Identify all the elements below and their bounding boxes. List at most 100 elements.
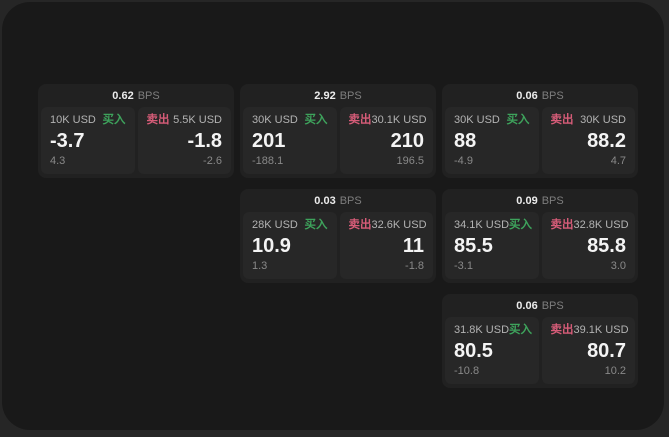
buy-delta: -4.9	[454, 155, 473, 167]
buy-panel-top-row: 34.1K USD 买入	[454, 219, 533, 232]
buy-panel-top-row: 30K USD 买入	[252, 114, 328, 127]
sell-tag: 卖出	[348, 219, 372, 231]
buy-panel[interactable]: 34.1K USD 买入 85.5 -3.1	[445, 212, 539, 279]
bps-unit-label: BPS	[339, 89, 362, 102]
buy-delta: -10.8	[454, 365, 480, 377]
buy-amount: 31.8K USD	[454, 324, 510, 336]
sell-amount: 30.1K USD	[371, 114, 427, 126]
buy-panel-top-row: 10K USD 买入	[50, 114, 126, 127]
sell-delta: 10.2	[604, 365, 626, 377]
buy-amount: 34.1K USD	[454, 219, 510, 231]
app-window: 0.62 BPS 10K USD 买入 -3.7 4.3 卖出 5.5K USD	[2, 2, 664, 430]
bps-value: 0.03	[314, 194, 336, 207]
buy-panel-top-row: 28K USD 买入	[252, 219, 328, 232]
buy-tag: 买入	[102, 114, 126, 126]
quote-panels: 30K USD 买入 201 -188.1 卖出 30.1K USD 210 1…	[243, 107, 433, 174]
buy-tag: 买入	[506, 114, 530, 126]
sell-tag: 卖出	[550, 114, 574, 126]
buy-delta: 1.3	[252, 260, 268, 272]
buy-amount: 30K USD	[252, 114, 298, 126]
buy-price: 10.9	[252, 235, 291, 257]
sell-delta: -2.6	[203, 155, 222, 167]
sell-tag: 卖出	[550, 324, 574, 336]
buy-panel[interactable]: 30K USD 买入 201 -188.1	[243, 107, 337, 174]
buy-price: 80.5	[454, 340, 493, 362]
sell-delta: 3.0	[610, 260, 626, 272]
sell-price: 85.8	[587, 235, 626, 257]
sell-panel[interactable]: 卖出 5.5K USD -1.8 -2.6	[137, 107, 231, 174]
bps-value: 0.09	[516, 194, 538, 207]
sell-amount: 39.1K USD	[573, 324, 629, 336]
bps-header: 0.09 BPS	[445, 189, 635, 212]
buy-tag: 买入	[304, 114, 328, 126]
sell-panel[interactable]: 卖出 30.1K USD 210 196.5	[339, 107, 433, 174]
quote-panels: 31.8K USD 买入 80.5 -10.8 卖出 39.1K USD 80.…	[445, 317, 635, 384]
sell-price: 80.7	[587, 340, 626, 362]
sell-delta: 196.5	[396, 155, 424, 167]
buy-tag: 买入	[304, 219, 328, 231]
buy-amount: 28K USD	[252, 219, 298, 231]
sell-panel-top-row: 卖出 32.8K USD	[550, 219, 629, 232]
buy-panel-top-row: 31.8K USD 买入	[454, 324, 533, 337]
quote-card-5: 0.06 BPS 31.8K USD 买入 80.5 -10.8 卖出 39.1…	[442, 294, 638, 388]
sell-tag: 卖出	[146, 114, 170, 126]
sell-panel[interactable]: 卖出 32.8K USD 85.8 3.0	[541, 212, 635, 279]
bps-header: 2.92 BPS	[243, 84, 433, 107]
buy-amount: 10K USD	[50, 114, 96, 126]
sell-tag: 卖出	[550, 219, 574, 231]
buy-tag: 买入	[509, 324, 533, 336]
sell-panel-top-row: 卖出 5.5K USD	[147, 114, 223, 127]
buy-panel[interactable]: 30K USD 买入 88 -4.9	[445, 107, 539, 174]
quote-panels: 28K USD 买入 10.9 1.3 卖出 32.6K USD 11 -1.8	[243, 212, 433, 279]
bps-value: 0.06	[516, 299, 538, 312]
bps-value: 2.92	[314, 89, 336, 102]
sell-panel-top-row: 卖出 30K USD	[551, 114, 627, 127]
buy-delta: 4.3	[50, 155, 66, 167]
bps-unit-label: BPS	[137, 89, 160, 102]
quote-panels: 10K USD 买入 -3.7 4.3 卖出 5.5K USD -1.8 -2.…	[41, 107, 231, 174]
bps-unit-label: BPS	[541, 299, 564, 312]
buy-price: 88	[454, 130, 477, 152]
sell-amount: 32.6K USD	[371, 219, 427, 231]
sell-tag: 卖出	[348, 114, 372, 126]
sell-panel-top-row: 卖出 39.1K USD	[550, 324, 629, 337]
buy-price: -3.7	[50, 130, 85, 152]
bps-unit-label: BPS	[541, 89, 564, 102]
bps-header: 0.06 BPS	[445, 84, 635, 107]
buy-price: 201	[252, 130, 286, 152]
sell-price: 210	[390, 130, 424, 152]
quote-panels: 30K USD 买入 88 -4.9 卖出 30K USD 88.2 4.7	[445, 107, 635, 174]
sell-panel[interactable]: 卖出 39.1K USD 80.7 10.2	[541, 317, 635, 384]
quote-card-4: 0.09 BPS 34.1K USD 买入 85.5 -3.1 卖出 32.8K…	[442, 189, 638, 283]
quote-card-0: 0.62 BPS 10K USD 买入 -3.7 4.3 卖出 5.5K USD	[38, 84, 234, 178]
quote-card-2: 0.06 BPS 30K USD 买入 88 -4.9 卖出 30K USD	[442, 84, 638, 178]
bps-value: 0.62	[112, 89, 134, 102]
sell-panel-top-row: 卖出 32.6K USD	[348, 219, 427, 232]
sell-amount: 5.5K USD	[173, 114, 222, 126]
sell-panel[interactable]: 卖出 32.6K USD 11 -1.8	[339, 212, 433, 279]
buy-panel[interactable]: 10K USD 买入 -3.7 4.3	[41, 107, 135, 174]
bps-unit-label: BPS	[541, 194, 564, 207]
sell-price: 88.2	[587, 130, 626, 152]
sell-panel[interactable]: 卖出 30K USD 88.2 4.7	[541, 107, 635, 174]
buy-amount: 30K USD	[454, 114, 500, 126]
buy-panel[interactable]: 28K USD 买入 10.9 1.3	[243, 212, 337, 279]
sell-panel-top-row: 卖出 30.1K USD	[348, 114, 427, 127]
buy-delta: -3.1	[454, 260, 473, 272]
sell-delta: 4.7	[610, 155, 626, 167]
bps-header: 0.03 BPS	[243, 189, 433, 212]
buy-price: 85.5	[454, 235, 493, 257]
sell-amount: 32.8K USD	[573, 219, 629, 231]
buy-panel[interactable]: 31.8K USD 买入 80.5 -10.8	[445, 317, 539, 384]
bps-unit-label: BPS	[339, 194, 362, 207]
bps-value: 0.06	[516, 89, 538, 102]
buy-delta: -188.1	[252, 155, 284, 167]
quote-grid: 0.62 BPS 10K USD 买入 -3.7 4.3 卖出 5.5K USD	[38, 84, 638, 388]
sell-amount: 30K USD	[580, 114, 626, 126]
sell-delta: -1.8	[405, 260, 424, 272]
quote-card-1: 2.92 BPS 30K USD 买入 201 -188.1 卖出 30.1K …	[240, 84, 436, 178]
buy-panel-top-row: 30K USD 买入	[454, 114, 530, 127]
buy-tag: 买入	[509, 219, 533, 231]
bps-header: 0.06 BPS	[445, 294, 635, 317]
sell-price: -1.8	[187, 130, 222, 152]
